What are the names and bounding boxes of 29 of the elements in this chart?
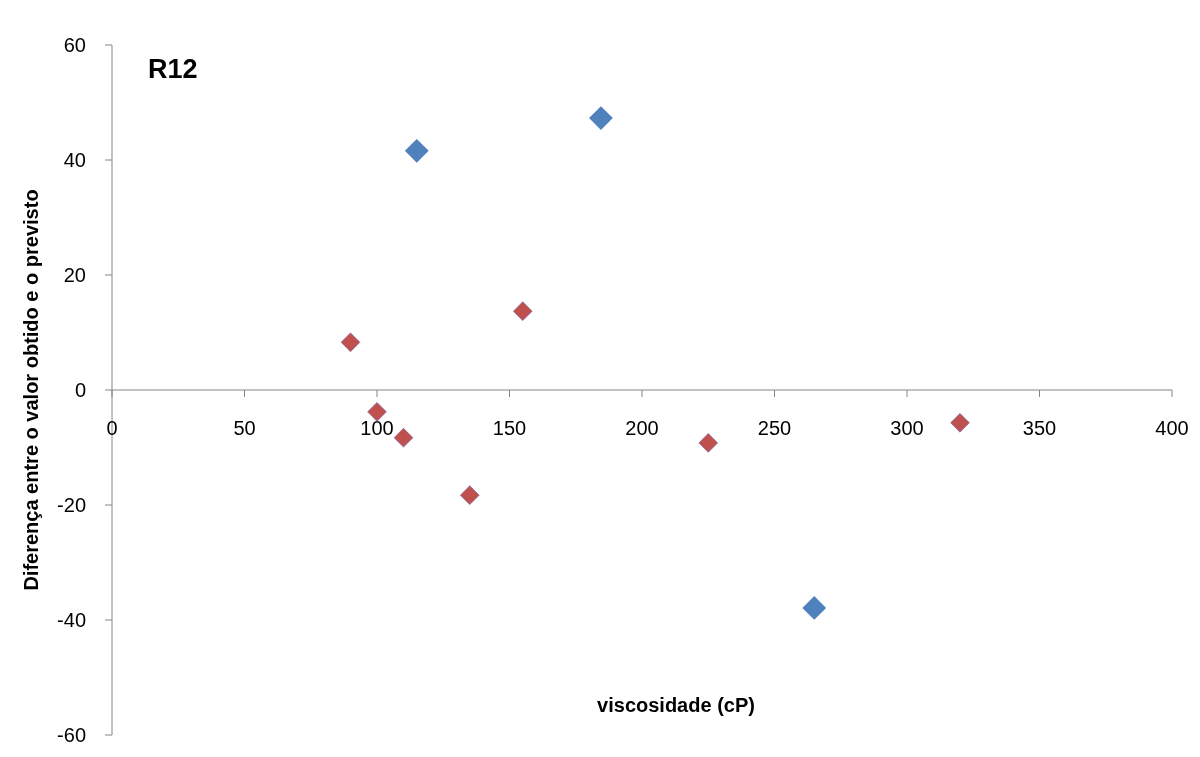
x-tick-label: 150: [492, 417, 527, 439]
y-tick-label: 60: [63, 34, 86, 56]
x-tick-label: 400: [1155, 417, 1189, 439]
x-tick-label: 100: [360, 417, 394, 439]
point: [950, 413, 970, 433]
point: [393, 427, 414, 448]
point: [367, 402, 387, 422]
y-tick-label: 20: [63, 264, 86, 286]
point: [698, 433, 718, 453]
point: [513, 301, 533, 321]
y-tick-label: -60: [57, 724, 86, 746]
y-tick-label: -40: [57, 609, 86, 631]
point: [802, 596, 827, 620]
y-tick-label: 0: [74, 379, 86, 401]
point: [460, 485, 480, 505]
x-tick-label: 0: [106, 417, 118, 439]
point: [404, 138, 429, 163]
x-tick-label: 250: [757, 417, 792, 439]
chart-title: R12: [148, 54, 198, 84]
y-axis-title: Diferença entre o valor obtido e o previsto: [20, 189, 42, 591]
y-tick-label: -20: [57, 494, 86, 516]
point: [340, 332, 361, 353]
x-tick-label: 50: [233, 417, 256, 439]
y-tick-label: 40: [63, 149, 86, 171]
x-tick-label: 200: [625, 417, 659, 439]
x-tick-label: 350: [1022, 417, 1057, 439]
point: [589, 106, 613, 130]
x-axis-title: viscosidade (cP): [597, 694, 755, 716]
x-tick-label: 300: [890, 417, 924, 439]
